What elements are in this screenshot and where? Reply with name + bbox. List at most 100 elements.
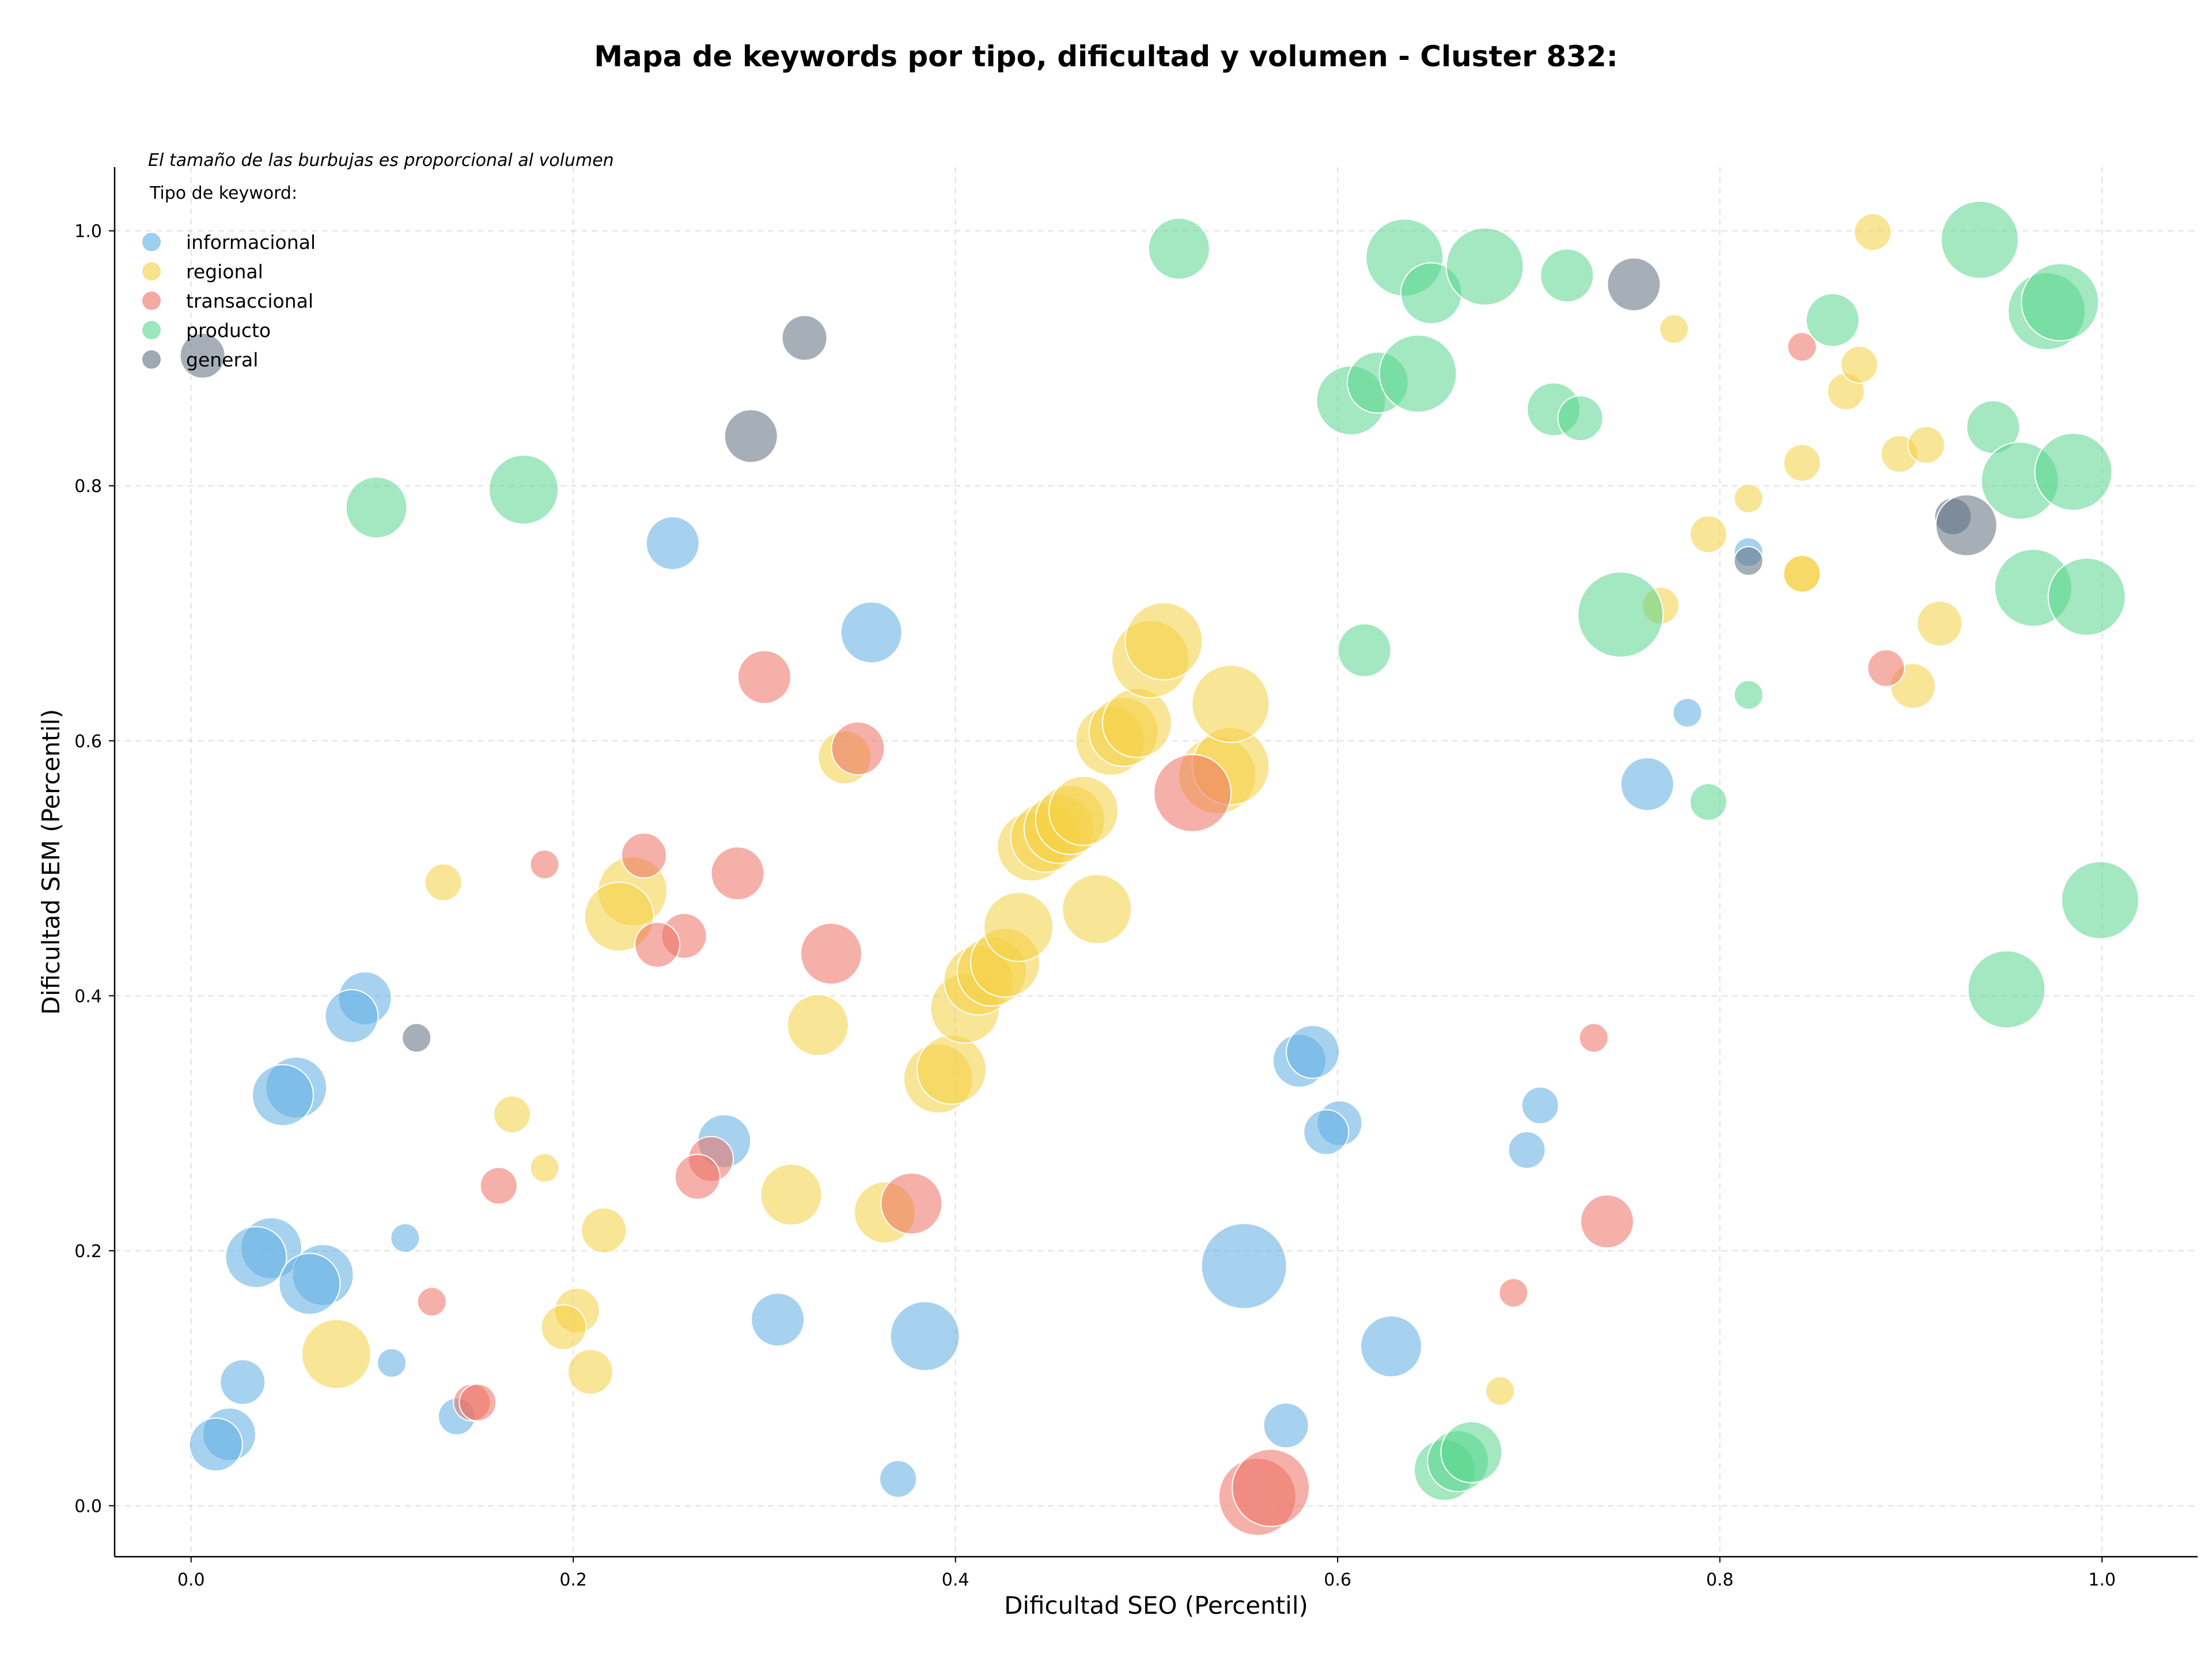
y-tick-label: 0.2	[74, 1242, 102, 1262]
bubble-informacional	[225, 1225, 287, 1288]
bubble-transaccional	[710, 846, 765, 901]
y-tick-label: 0.8	[74, 476, 102, 497]
bubble-transaccional	[1498, 1277, 1529, 1308]
bubble-transaccional	[459, 1383, 497, 1422]
bubble-producto	[1445, 227, 1524, 306]
legend: informacional regional transaccional produc…	[142, 231, 316, 371]
bubble-regional	[1689, 515, 1728, 554]
bubble-informacional	[889, 1301, 960, 1372]
bubble-producto	[1540, 248, 1594, 303]
bubble-regional	[1840, 345, 1878, 384]
bubble-producto	[1689, 782, 1728, 821]
legend-title: Tipo de keyword:	[149, 183, 297, 203]
bubble-informacional	[1521, 1086, 1559, 1125]
bubble-regional	[581, 1207, 627, 1254]
y-tick-label: 0.4	[74, 986, 102, 1007]
x-tick-label: 0.8	[1706, 1570, 1734, 1590]
y-tick-label: 1.0	[74, 222, 102, 242]
x-tick-label: 0.2	[559, 1570, 587, 1590]
bubble-regional	[540, 1304, 587, 1350]
bubble-producto	[1337, 623, 1392, 678]
bubble-regional	[1124, 602, 1203, 681]
grid-lines	[115, 167, 2198, 1557]
bubble-informacional	[219, 1359, 266, 1405]
bubble-regional	[1191, 664, 1270, 743]
legend-marker-producto	[142, 321, 161, 339]
bubble-producto	[488, 454, 559, 525]
bubble-regional	[584, 881, 654, 952]
x-tick-label: 1.0	[2088, 1570, 2116, 1590]
bubble-transaccional	[880, 1172, 943, 1235]
bubble-regional	[786, 994, 849, 1057]
bubble-informacional	[377, 1348, 407, 1378]
legend-marker-transaccional	[142, 292, 161, 310]
bubble-producto	[1940, 200, 2019, 279]
bubble-producto	[1733, 680, 1764, 710]
bubble-producto	[2061, 861, 2139, 940]
bubble-regional	[1659, 314, 1690, 345]
bubble-transaccional	[620, 832, 667, 879]
chart-title: Mapa de keywords por tipo, dificultad y …	[594, 40, 1618, 73]
y-tick-label: 0.0	[74, 1496, 102, 1516]
bubble-informacional	[840, 601, 903, 664]
bubble-regional	[567, 1349, 614, 1395]
tick-labels: 0.0 0.2 0.4 0.6 0.8 1.0 0.0 0.2 0.4 0.6 0.8 1.0	[74, 222, 2116, 1590]
bubble-producto	[1805, 293, 1860, 347]
bubble-regional	[760, 1163, 823, 1226]
legend-marker-regional	[142, 262, 161, 281]
bubble-informacional	[278, 1253, 341, 1315]
x-tick-label: 0.0	[177, 1570, 205, 1590]
bubble-regional	[916, 1034, 987, 1105]
bubble-general	[1607, 257, 1661, 312]
bubble-informacional	[1620, 757, 1675, 812]
legend-marker-informacional	[142, 233, 161, 251]
bubble-informacional	[751, 1292, 805, 1347]
bubble-producto	[1378, 334, 1457, 413]
bubble-regional	[1854, 213, 1892, 251]
bubble-producto	[2021, 263, 2100, 342]
bubble-general	[1935, 494, 1998, 557]
bubble-informacional	[324, 989, 379, 1043]
bubble-producto	[345, 476, 408, 539]
bubble-informacional	[879, 1460, 918, 1499]
bubble-informacional	[390, 1223, 421, 1253]
bubble-producto	[1577, 571, 1664, 658]
bubble-regional	[1062, 873, 1132, 944]
bubble-regional	[1916, 600, 1963, 647]
bubble-transaccional	[737, 650, 791, 705]
bubble-informacional	[1200, 1223, 1287, 1310]
bubble-producto	[2034, 432, 2113, 511]
bubble-transaccional	[1232, 1448, 1310, 1527]
bubble-transaccional	[416, 1287, 447, 1317]
bubble-regional	[1048, 775, 1119, 846]
bubble-regional	[983, 891, 1054, 962]
legend-label-transaccional: transaccional	[186, 290, 313, 312]
bubble-informacional	[1508, 1131, 1546, 1170]
bubble-informacional	[1672, 698, 1703, 728]
bubble-transaccional	[1580, 1194, 1634, 1249]
bubble-general	[179, 332, 226, 379]
chart-subtitle: El tamaño de las burbujas es proporciona…	[148, 150, 614, 171]
bubble-producto	[2047, 557, 2126, 636]
x-axis-label: Dificultad SEO (Percentil)	[1004, 1591, 1308, 1620]
bubble-informacional	[1263, 1402, 1309, 1449]
bubble-informacional	[1303, 1109, 1350, 1156]
bubble-transaccional	[529, 849, 560, 880]
bubble-regional	[1783, 444, 1821, 482]
bubble-informacional	[1360, 1315, 1423, 1378]
bubble-transaccional	[634, 921, 681, 968]
bubble-regional	[529, 1153, 560, 1183]
bubble-transaccional	[479, 1167, 518, 1205]
bubble-transaccional	[1867, 649, 1906, 687]
legend-label-informacional: informacional	[186, 231, 316, 253]
bubble-regional	[301, 1319, 372, 1390]
x-tick-label: 0.6	[1324, 1570, 1351, 1590]
bubble-transaccional	[674, 1153, 721, 1200]
bubble-general	[724, 408, 778, 463]
bubble-regional	[424, 863, 463, 902]
x-tick-label: 0.4	[942, 1570, 969, 1590]
bubble-regional	[1101, 687, 1172, 758]
bubble-informacional	[251, 1064, 314, 1126]
bubbles-layer	[179, 200, 2139, 1536]
